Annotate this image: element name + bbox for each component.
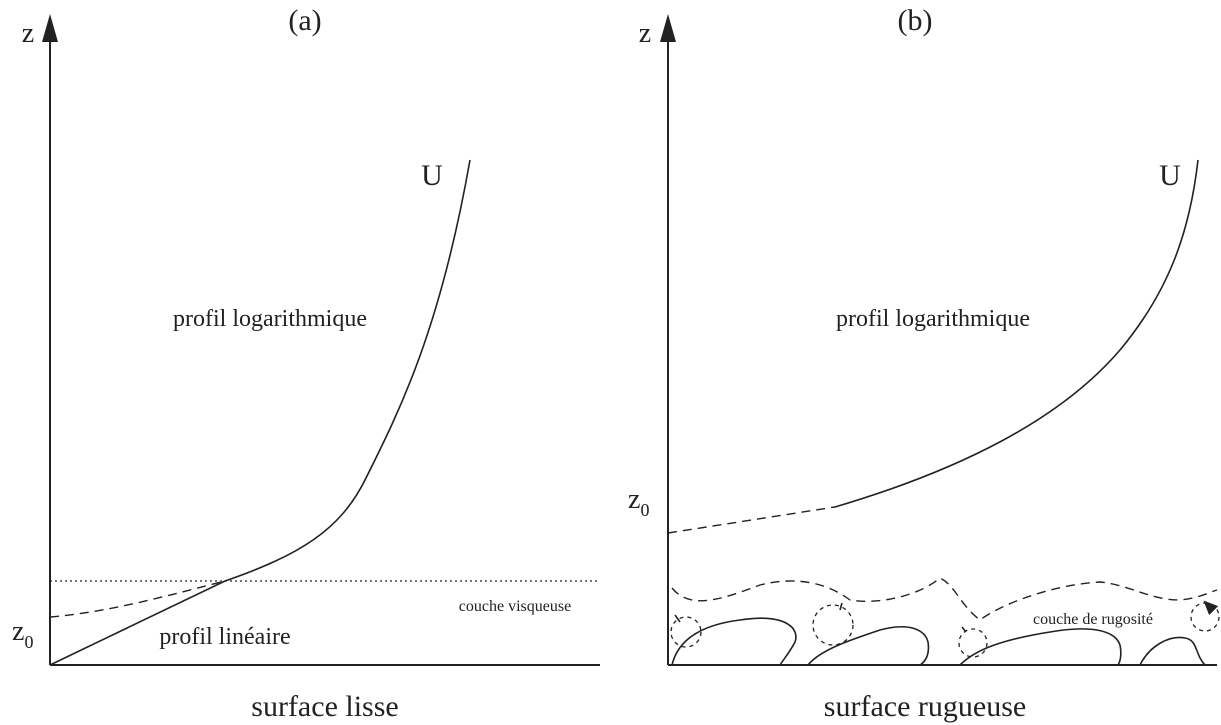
axis-label: z (639, 18, 651, 49)
extrapolation (668, 507, 835, 533)
caption: surface lisse (251, 690, 398, 723)
eddy (1191, 603, 1219, 631)
region-label: profil logarithmique (173, 306, 367, 332)
region-label: profil linéaire (159, 624, 290, 650)
axis-label: z (22, 18, 34, 49)
axes (50, 40, 600, 665)
z0-label: z0 (12, 616, 33, 652)
curve-label: U (1159, 159, 1181, 192)
panel-label: (b) (898, 4, 933, 37)
profile (50, 160, 470, 665)
eddy (671, 617, 701, 647)
profile (835, 160, 1198, 507)
eddy (959, 629, 987, 657)
arrow (660, 14, 676, 42)
panel-b: (b) z U profil logarithmique z0 couche d… (628, 4, 1219, 723)
z0-sub: 0 (640, 500, 649, 520)
panel-label: (a) (288, 4, 321, 37)
z0-sub: 0 (24, 632, 33, 652)
diagram: (a) z U profil logarithmique z0 couche v… (0, 0, 1221, 725)
layer-label: couche visqueuse (459, 598, 571, 615)
axes (668, 40, 1217, 665)
curve-label: U (421, 159, 443, 192)
extrapolation (50, 581, 225, 617)
z0-base: z (628, 484, 640, 515)
z0-label: z0 (628, 484, 649, 520)
region-label: profil logarithmique (836, 306, 1030, 332)
caption: surface rugueuse (824, 690, 1026, 723)
z0-base: z (12, 616, 24, 647)
layer-label: couche de rugosité (1033, 611, 1153, 628)
arrow (42, 14, 58, 42)
panel-a: (a) z U profil logarithmique z0 couche v… (12, 4, 600, 723)
eddy (813, 605, 853, 645)
